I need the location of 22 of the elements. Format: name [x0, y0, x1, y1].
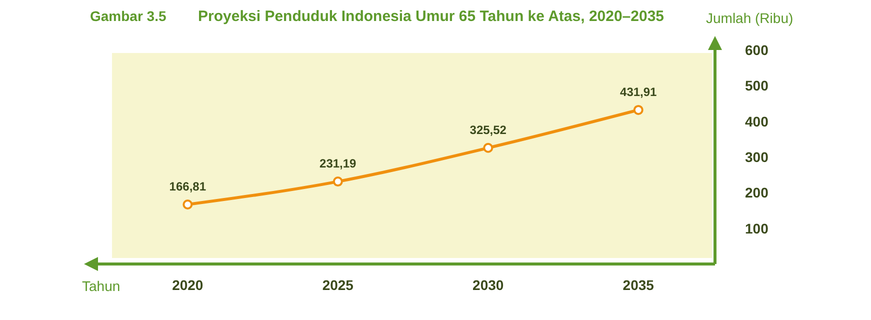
- y-tick-label: 100: [745, 220, 769, 236]
- point: [332, 176, 343, 187]
- y-axis-title: Jumlah (Ribu): [706, 10, 794, 26]
- point: [633, 104, 644, 115]
- text: 325,52: [470, 122, 506, 137]
- x-tick-label: 2030: [472, 276, 504, 293]
- point: [182, 200, 193, 210]
- text: 231,19: [320, 156, 356, 171]
- point: [483, 142, 494, 153]
- text: Gambar 3.5: [90, 8, 166, 24]
- y-tick-label: 500: [745, 78, 769, 94]
- x-tick-label: 2020: [172, 276, 204, 293]
- y-tick-label: 600: [745, 42, 769, 58]
- y-tick-label: 400: [745, 113, 769, 130]
- text: 431,91: [620, 84, 657, 99]
- text: 166,81: [169, 180, 206, 194]
- chart-title: Proyeksi Penduduk Indonesia Umur 65 Tahun ke Atas, 2020–2035: [198, 8, 664, 25]
- y-tick-label: 300: [745, 148, 769, 165]
- y-tick-label: 200: [745, 184, 769, 201]
- x-tick-label: 2025: [322, 276, 354, 293]
- x-axis-title: Tahun: [82, 278, 120, 294]
- x-tick-label: 2035: [622, 276, 654, 293]
